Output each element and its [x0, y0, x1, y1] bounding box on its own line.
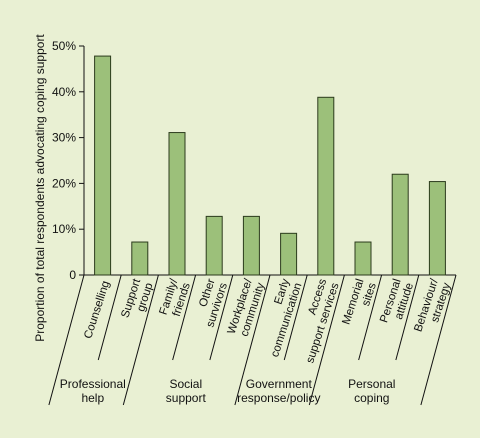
group-labels: Professional help Social support Government r… — [60, 377, 396, 405]
group-label-line: coping — [354, 391, 389, 405]
category-label: Supportgroup — [119, 277, 155, 324]
bars — [94, 55, 446, 276]
group-label: Social support — [166, 377, 207, 405]
group-label: Personal coping — [348, 377, 395, 405]
bar — [428, 181, 446, 276]
category-separator — [358, 274, 383, 361]
group-label-line: Social — [169, 377, 202, 391]
bar — [242, 215, 260, 276]
group-separator — [234, 274, 271, 406]
group-label-line: Personal — [348, 377, 395, 391]
bar — [131, 241, 149, 276]
y-tick-label: 20% — [52, 176, 76, 190]
y-axis-ticks: 0 10% 20% 30% 40% 50% — [52, 39, 84, 282]
bar — [94, 55, 112, 276]
bar — [317, 96, 335, 276]
group-separator — [122, 274, 159, 406]
category-separator — [395, 274, 420, 361]
group-separator — [48, 274, 85, 406]
y-tick-label: 40% — [52, 85, 76, 99]
category-separator — [97, 274, 122, 361]
group-label-line: help — [81, 391, 104, 405]
group-separator — [420, 274, 457, 406]
bar — [280, 232, 298, 276]
category-separator — [172, 274, 197, 361]
category-label: Counselling — [82, 279, 112, 340]
group-label-line: response/policy — [237, 391, 320, 405]
y-tick-label: 50% — [52, 39, 76, 53]
group-label-line: support — [166, 391, 207, 405]
bar — [168, 132, 186, 276]
y-tick-label: 10% — [52, 222, 76, 236]
group-label-line: Professional — [60, 377, 126, 391]
group-label-line: Government — [246, 377, 313, 391]
group-separator — [308, 274, 345, 406]
category-label: Personalattitude — [378, 277, 416, 328]
category-label: Othersurvivors — [192, 277, 230, 329]
y-tick-label: 0 — [69, 268, 76, 282]
category-label: Memorialsites — [340, 277, 378, 330]
group-label: Professional help — [60, 377, 126, 405]
bar — [391, 173, 409, 276]
group-label: Government response/policy — [237, 377, 320, 405]
category-separators — [48, 274, 457, 406]
category-separator — [283, 274, 308, 361]
category-separator — [209, 274, 234, 361]
y-tick-label: 30% — [52, 131, 76, 145]
bar — [354, 241, 372, 276]
category-label: Family/friends — [158, 277, 193, 321]
y-axis-label: Proportion of total respondents advocati… — [33, 34, 47, 342]
bar — [205, 215, 223, 276]
category-label-line: Counselling — [82, 279, 112, 340]
